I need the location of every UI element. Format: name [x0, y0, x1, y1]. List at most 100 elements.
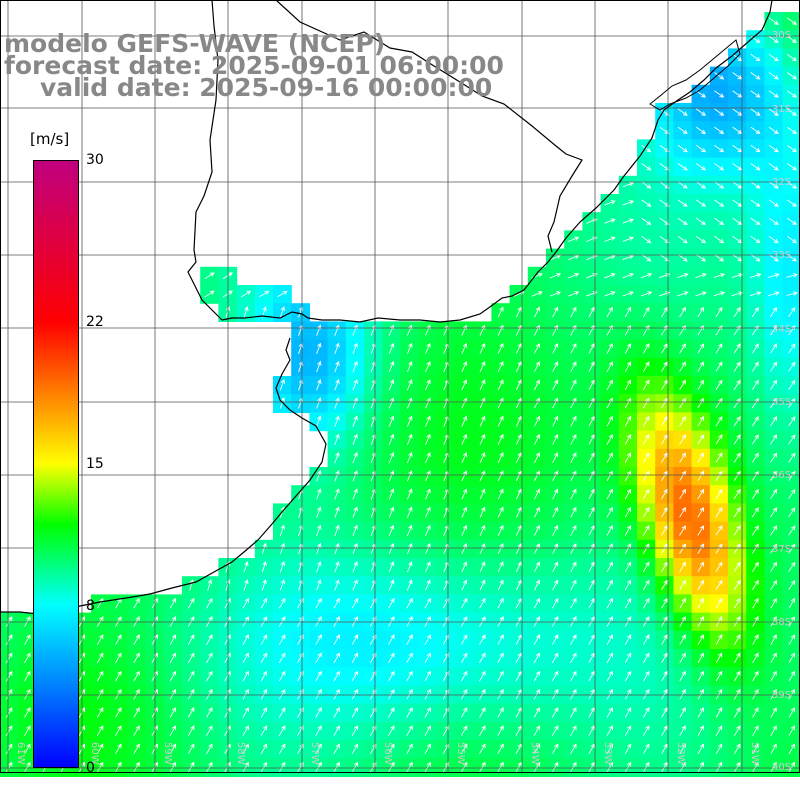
wind-arrow: [788, 707, 795, 718]
wind-arrow: [768, 90, 779, 98]
wind-arrow: [714, 108, 725, 116]
wind-arrow: [315, 725, 322, 736]
wind-arrow: [261, 579, 267, 591]
wind-cell: [782, 12, 800, 31]
wind-vectors: [5, 17, 798, 773]
wind-arrow: [695, 126, 706, 135]
wind-arrow: [661, 743, 668, 755]
wind-cell: [382, 703, 401, 723]
wind-arrow: [677, 217, 688, 226]
wind-arrow: [206, 597, 213, 609]
wind-arrow: [497, 688, 504, 700]
wind-arrow: [624, 379, 632, 391]
wind-arrow: [786, 108, 797, 116]
wind-arrow: [661, 325, 668, 336]
wind-arrow: [424, 725, 431, 736]
wind-arrow: [604, 236, 616, 242]
wind-cell: [782, 157, 800, 177]
wind-arrow: [643, 761, 650, 773]
wind-arrow: [479, 652, 486, 664]
wind-arrow: [406, 360, 413, 373]
wind-arrow: [277, 290, 288, 298]
wind-arrow: [497, 433, 504, 445]
wind-arrow: [460, 634, 468, 645]
latitude-label: 36S: [772, 470, 791, 481]
wind-arrow: [479, 561, 486, 573]
wind-cell: [109, 594, 128, 614]
wind-cell: [91, 703, 110, 723]
wind-cell: [509, 630, 529, 650]
wind-arrow: [624, 306, 632, 318]
wind-cell: [564, 667, 583, 686]
wind-cell: [18, 703, 37, 723]
wind-arrow: [697, 525, 705, 536]
wind-arrow: [260, 597, 268, 609]
wind-arrow: [786, 163, 797, 171]
wind-arrow: [679, 579, 686, 591]
wind-arrow: [315, 743, 322, 755]
wind-cell: [473, 740, 492, 759]
wind-arrow: [750, 90, 761, 98]
wind-arrow: [533, 543, 540, 555]
wind-arrow: [661, 343, 668, 354]
wind-arrow: [697, 707, 704, 718]
wind-arrow: [261, 542, 267, 555]
wind-arrow: [570, 397, 577, 409]
wind-cell: [527, 721, 547, 741]
wind-arrow: [479, 433, 486, 445]
wind-arrow: [461, 543, 468, 555]
wind-arrow: [768, 35, 779, 44]
wind-arrow: [695, 254, 706, 262]
wind-arrow: [588, 488, 595, 500]
wind-arrow: [768, 273, 780, 278]
wind-arrow: [642, 434, 650, 445]
wind-arrow: [588, 434, 595, 445]
wind-arrow: [751, 579, 759, 591]
wind-arrow: [697, 416, 705, 427]
wind-arrow: [733, 543, 741, 554]
wind-arrow: [497, 670, 504, 682]
wind-arrow: [406, 743, 413, 755]
wind-arrow: [679, 488, 686, 500]
wind-arrow: [187, 597, 195, 609]
wind-arrow: [570, 524, 577, 536]
wind-arrow: [677, 272, 689, 279]
wind-cell: [782, 230, 800, 250]
wind-arrow: [334, 415, 340, 427]
wind-arrow: [604, 200, 616, 206]
wind-arrow: [279, 579, 286, 591]
wind-arrow: [731, 291, 744, 297]
wind-arrow: [388, 360, 395, 373]
wind-arrow: [624, 470, 632, 482]
wind-arrow: [733, 361, 741, 372]
wind-arrow: [643, 743, 650, 755]
wind-cell: [436, 740, 456, 759]
wind-cell: [509, 703, 529, 723]
wind-arrow: [133, 743, 140, 755]
wind-arrow: [425, 470, 431, 482]
wind-arrow: [733, 470, 741, 481]
wind-cell: [327, 703, 347, 723]
wind-arrow: [624, 707, 632, 718]
colorbar-tick-label: 0: [86, 760, 95, 776]
wind-arrow: [333, 725, 340, 736]
wind-arrow: [679, 434, 686, 445]
wind-cell: [18, 649, 37, 668]
wind-arrow: [334, 542, 340, 555]
wind-arrow: [606, 579, 613, 591]
colorbar-tick-label: 15: [86, 456, 104, 472]
wind-arrow: [661, 561, 668, 573]
colorbar-tick-label: 8: [86, 597, 95, 614]
wind-arrow: [606, 543, 613, 554]
wind-arrow: [333, 597, 340, 609]
wind-arrow: [552, 433, 559, 445]
wind-arrow: [515, 433, 522, 445]
wind-arrow: [460, 707, 468, 718]
wind-arrow: [460, 743, 468, 755]
wind-arrow: [606, 597, 613, 609]
wind-arrow: [96, 761, 104, 773]
wind-arrow: [479, 670, 486, 682]
wind-arrow: [606, 652, 613, 664]
wind-arrow: [461, 415, 468, 427]
wind-arrow: [533, 634, 541, 645]
